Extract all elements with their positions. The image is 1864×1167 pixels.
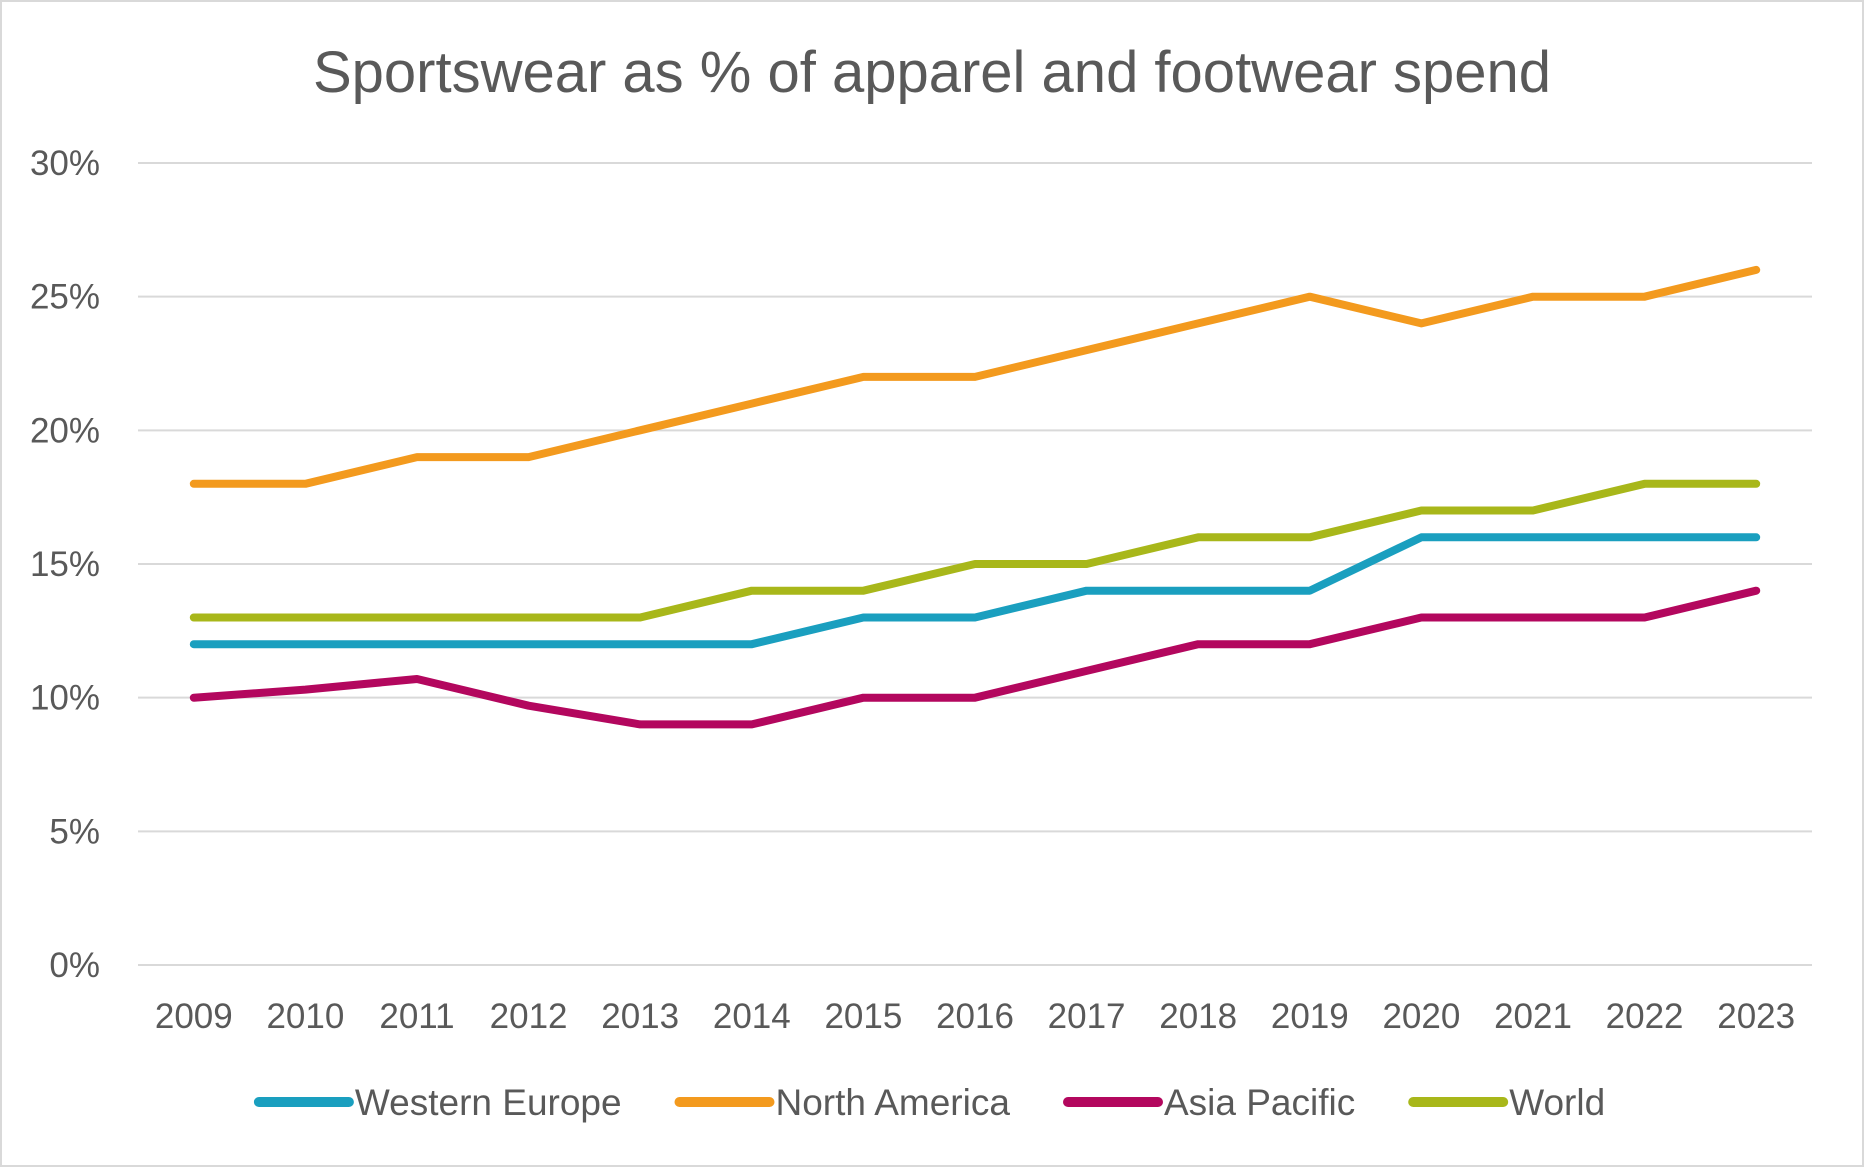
x-tick-label: 2011 xyxy=(379,997,454,1036)
y-tick-label: 10% xyxy=(30,679,100,718)
y-axis-ticks: 0% 5% 10% 15% 20% 25% 30% xyxy=(30,144,100,985)
series-line-north-america xyxy=(189,265,1761,488)
legend-label: North America xyxy=(776,1082,1011,1123)
legend-label: Asia Pacific xyxy=(1164,1082,1355,1123)
legend: Western Europe North America Asia Pacific W… xyxy=(253,1082,1605,1123)
series-line-western-europe xyxy=(189,533,1761,649)
y-tick-label: 30% xyxy=(30,144,100,183)
legend-item: Asia Pacific xyxy=(1063,1082,1355,1123)
y-tick-label: 0% xyxy=(49,946,100,985)
x-tick-label: 2020 xyxy=(1382,997,1460,1036)
x-axis-ticks: 2009 2010 2011 2012 2013 2014 2015 2016 2017 2018… xyxy=(155,997,1795,1036)
legend-item: World xyxy=(1408,1082,1605,1123)
legend-item: Western Europe xyxy=(253,1082,622,1123)
x-tick-label: 2013 xyxy=(601,997,679,1036)
x-tick-label: 2010 xyxy=(266,997,344,1036)
y-tick-label: 25% xyxy=(30,278,100,317)
x-tick-label: 2023 xyxy=(1717,997,1795,1036)
x-tick-label: 2012 xyxy=(490,997,568,1036)
chart-title: Sportswear as % of apparel and footwear … xyxy=(313,40,1551,105)
x-tick-label: 2021 xyxy=(1494,997,1572,1036)
x-tick-label: 2019 xyxy=(1271,997,1349,1036)
x-tick-label: 2016 xyxy=(936,997,1014,1036)
series-line-world xyxy=(189,479,1761,622)
x-tick-label: 2018 xyxy=(1159,997,1237,1036)
y-tick-label: 15% xyxy=(30,545,100,584)
y-tick-label: 20% xyxy=(30,411,100,450)
x-tick-label: 2022 xyxy=(1606,997,1684,1036)
series-line-asia-pacific xyxy=(189,586,1761,729)
series-lines xyxy=(189,265,1761,729)
x-tick-label: 2017 xyxy=(1048,997,1126,1036)
legend-item: North America xyxy=(674,1082,1011,1123)
x-tick-label: 2009 xyxy=(155,997,233,1036)
x-tick-label: 2014 xyxy=(713,997,791,1036)
legend-label: Western Europe xyxy=(355,1082,622,1123)
x-tick-label: 2015 xyxy=(824,997,902,1036)
y-tick-label: 5% xyxy=(49,812,100,851)
legend-label: World xyxy=(1509,1082,1605,1123)
